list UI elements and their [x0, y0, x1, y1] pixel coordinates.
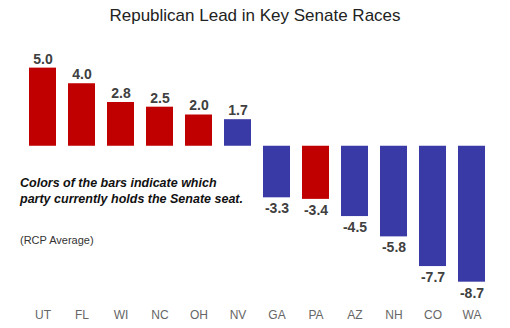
svg-text:GA: GA: [268, 308, 285, 322]
svg-text:2.5: 2.5: [150, 90, 170, 106]
svg-text:CO: CO: [424, 308, 442, 322]
svg-text:WA: WA: [463, 308, 482, 322]
svg-text:-3.4: -3.4: [304, 202, 328, 218]
svg-text:2.8: 2.8: [111, 85, 131, 101]
html-text:(RCP Average): (RCP Average): [20, 234, 94, 246]
svg-text:OH: OH: [190, 308, 208, 322]
svg-text:-4.5: -4.5: [343, 219, 367, 235]
svg-text:2.0: 2.0: [189, 97, 209, 113]
svg-text:4.0: 4.0: [72, 66, 92, 82]
svg-text:-7.7: -7.7: [421, 269, 445, 285]
svg-text:NC: NC: [151, 308, 169, 322]
svg-text:UT: UT: [35, 308, 52, 322]
html-text:Colors of the bars indicate wh: Colors of the bars indicate which party …: [20, 176, 243, 206]
html-text:Republican Lead in Key Senate: Republican Lead in Key Senate Races: [109, 6, 401, 25]
svg-text:WI: WI: [114, 308, 129, 322]
svg-text:5.0: 5.0: [33, 51, 53, 67]
svg-text:FL: FL: [75, 308, 89, 322]
svg-text:1.7: 1.7: [228, 102, 248, 118]
svg-text:-5.8: -5.8: [382, 239, 406, 255]
svg-text:NH: NH: [385, 308, 402, 322]
svg-text:-3.3: -3.3: [265, 200, 289, 216]
svg-text:NV: NV: [230, 308, 247, 322]
svg-text:PA: PA: [308, 308, 323, 322]
svg-text:AZ: AZ: [347, 308, 362, 322]
svg-text:-8.7: -8.7: [460, 285, 484, 301]
